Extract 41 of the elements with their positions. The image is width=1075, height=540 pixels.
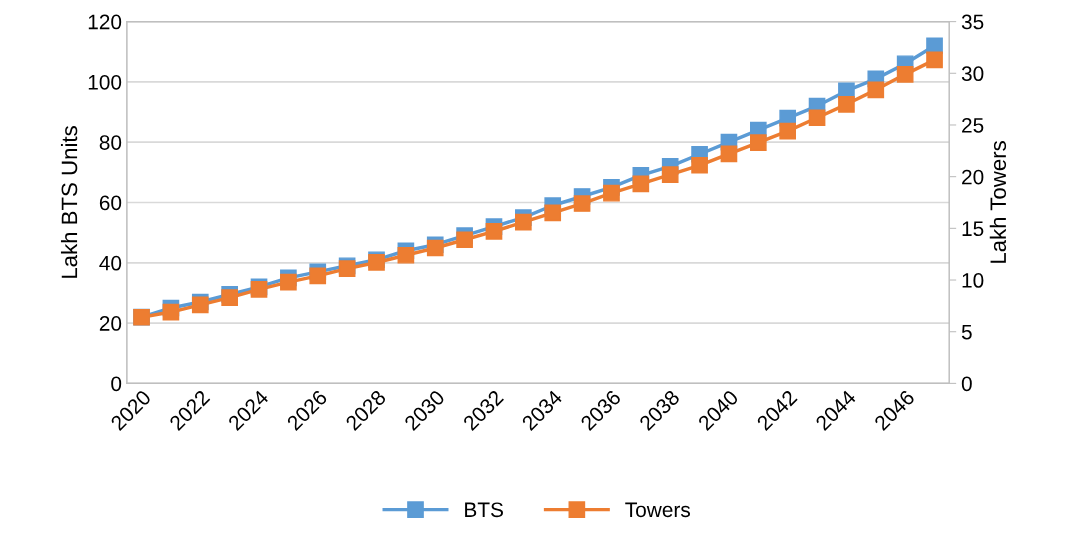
point — [397, 246, 415, 264]
point — [162, 303, 180, 321]
y2-tick-label: 10 — [962, 273, 984, 288]
y2-tick-label: 20 — [962, 169, 984, 185]
legend-label: BTS — [465, 502, 503, 518]
point — [896, 65, 914, 83]
point — [544, 204, 562, 222]
y-tick-label: 120 — [88, 14, 122, 30]
point — [808, 109, 826, 127]
y-tick-label: 60 — [99, 195, 122, 211]
point — [867, 81, 885, 99]
y2-tick-label: 15 — [962, 221, 984, 237]
y-axis-title: Lakh BTS Units — [60, 126, 78, 278]
y2-tick-label: 30 — [961, 66, 984, 82]
point — [838, 95, 855, 113]
y2-tick-label: 5 — [961, 324, 972, 340]
point — [720, 145, 738, 163]
point — [926, 51, 943, 69]
y-tick-label: 0 — [111, 376, 122, 392]
y2-tick-label: 0 — [961, 376, 972, 392]
y-tick-label: 80 — [99, 135, 122, 150]
point — [661, 166, 679, 183]
point — [603, 184, 620, 202]
point — [573, 195, 591, 212]
y-tick-label: 40 — [99, 255, 122, 271]
y2-tick-label: 35 — [961, 14, 984, 30]
point — [632, 175, 650, 193]
y-tick-label: 100 — [88, 74, 122, 90]
legend-label: Towers — [625, 502, 690, 518]
y2-tick-label: 25 — [962, 117, 984, 133]
point — [280, 273, 297, 291]
point — [309, 267, 327, 285]
point — [515, 213, 532, 231]
point — [691, 156, 708, 174]
point — [926, 37, 943, 55]
point — [749, 134, 767, 151]
point — [485, 223, 503, 240]
point — [456, 231, 473, 249]
y2-axis-title: Lakh Towers — [989, 141, 1007, 263]
y-tick-label: 20 — [99, 316, 122, 331]
point — [779, 122, 797, 140]
